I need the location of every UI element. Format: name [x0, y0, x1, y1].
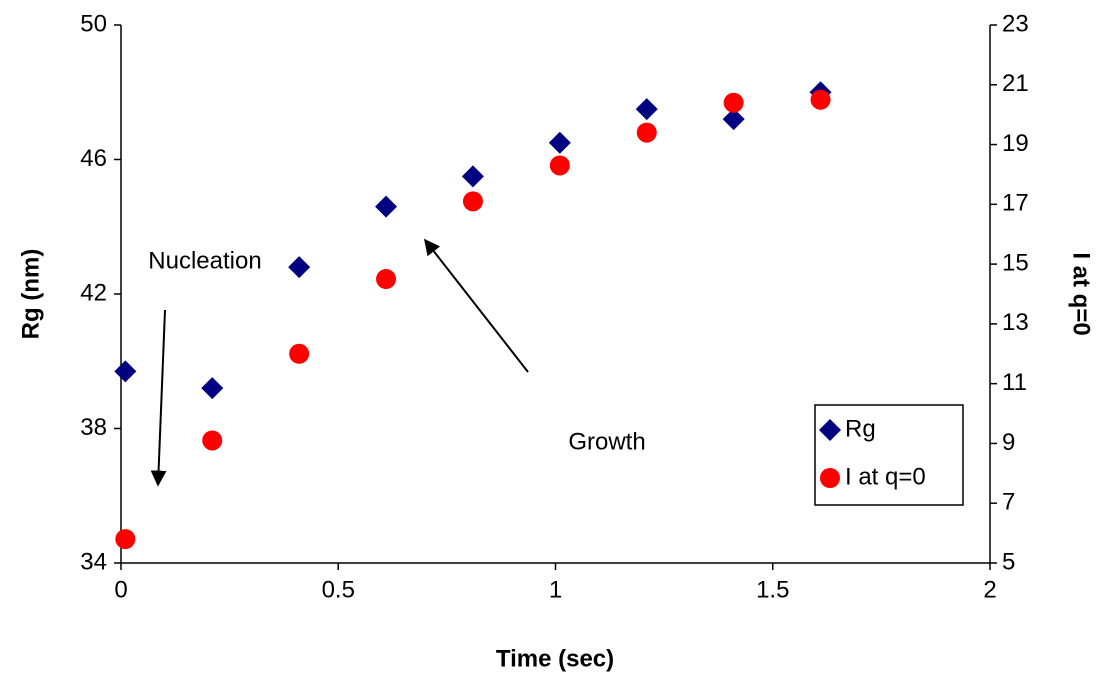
- y2-axis-title: I at q=0: [1068, 252, 1095, 335]
- legend-box: [814, 404, 964, 506]
- y2-tick-label: 9: [1002, 429, 1015, 456]
- x-axis-title: Time (sec): [496, 645, 614, 672]
- circle-point: [115, 529, 136, 550]
- arrow: [150, 309, 167, 487]
- y2-tick-label: 17: [1002, 190, 1029, 217]
- circle-point: [636, 122, 657, 143]
- diamond-point: [635, 98, 658, 121]
- annotation: Nucleation: [148, 247, 261, 274]
- circle-point: [289, 343, 310, 364]
- diamond-point: [819, 419, 841, 441]
- y2-tick-label: 11: [1002, 369, 1027, 396]
- circle-point: [376, 269, 397, 290]
- y2-tick-label: 7: [1002, 489, 1015, 516]
- x-tick-label: 1.5: [756, 576, 789, 603]
- y-tick-label: 38: [80, 414, 107, 441]
- y-tick-label: 42: [80, 279, 107, 306]
- y-tick-label: 34: [80, 548, 107, 575]
- circle-point: [810, 89, 831, 110]
- y2-tick-label: 21: [1002, 70, 1029, 97]
- annotation: Growth: [568, 428, 645, 455]
- y2-tick-label: 15: [1002, 249, 1029, 276]
- diamond-point: [201, 377, 224, 400]
- y-tick-label: 46: [80, 145, 107, 172]
- y2-tick-label: 23: [1002, 10, 1029, 37]
- diamond-point: [375, 195, 398, 218]
- diamond-point: [548, 131, 571, 154]
- arrow: [424, 238, 529, 373]
- y-axis-title: Rg (nm): [17, 249, 44, 340]
- y-tick-label: 50: [80, 10, 107, 37]
- legend-label: Rg: [845, 415, 876, 442]
- circle-point: [202, 430, 223, 451]
- circle-point: [462, 191, 483, 212]
- legend-label: I at q=0: [845, 463, 926, 490]
- circle-point: [820, 468, 840, 488]
- y2-tick-label: 5: [1002, 548, 1015, 575]
- x-tick-label: 0.5: [322, 576, 355, 603]
- y2-tick-label: 19: [1002, 130, 1029, 157]
- x-tick-label: 2: [983, 576, 996, 603]
- diamond-point: [114, 360, 137, 383]
- circle-point: [723, 92, 744, 113]
- diamond-point: [461, 165, 484, 188]
- x-tick-label: 1: [549, 576, 562, 603]
- y2-tick-label: 13: [1002, 309, 1029, 336]
- x-tick-label: 0: [114, 576, 127, 603]
- diamond-point: [288, 256, 311, 279]
- circle-point: [549, 155, 570, 176]
- diamond-point: [722, 108, 745, 131]
